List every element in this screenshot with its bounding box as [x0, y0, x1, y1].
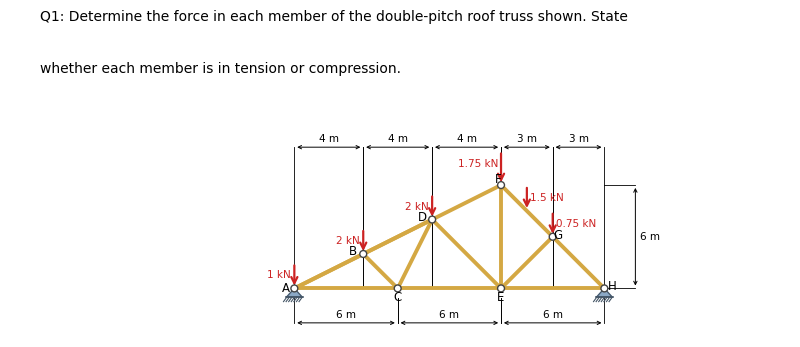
Text: 3 m: 3 m	[569, 134, 589, 144]
Polygon shape	[286, 288, 302, 297]
Text: 3 m: 3 m	[517, 134, 537, 144]
Text: whether each member is in tension or compression.: whether each member is in tension or com…	[40, 62, 401, 76]
Circle shape	[498, 285, 505, 292]
Text: H: H	[608, 280, 617, 293]
Text: B: B	[349, 245, 357, 258]
Text: 6 m: 6 m	[439, 310, 459, 320]
Text: A: A	[282, 282, 290, 295]
Text: 4 m: 4 m	[318, 134, 338, 144]
Text: D: D	[418, 211, 427, 224]
Text: 1 kN: 1 kN	[267, 271, 291, 280]
Circle shape	[291, 285, 298, 292]
Text: 4 m: 4 m	[457, 134, 477, 144]
Circle shape	[394, 285, 401, 292]
Text: 1.5 kN: 1.5 kN	[530, 193, 564, 203]
Circle shape	[601, 285, 608, 292]
Text: 6 m: 6 m	[542, 310, 562, 320]
Text: 2 kN: 2 kN	[406, 202, 429, 212]
Text: 1.75 kN: 1.75 kN	[458, 159, 498, 169]
Text: C: C	[394, 291, 402, 304]
Text: E: E	[498, 291, 505, 304]
Text: G: G	[554, 229, 562, 242]
Circle shape	[360, 251, 366, 257]
Text: 6 m: 6 m	[336, 310, 356, 320]
Text: F: F	[495, 172, 502, 186]
Text: 2 kN: 2 kN	[336, 236, 360, 246]
Text: Q1: Determine the force in each member of the double-pitch roof truss shown. Sta: Q1: Determine the force in each member o…	[40, 10, 628, 24]
Text: 6 m: 6 m	[640, 232, 660, 242]
Circle shape	[550, 233, 556, 240]
Polygon shape	[597, 288, 612, 297]
Text: 0.75 kN: 0.75 kN	[556, 219, 596, 229]
Circle shape	[429, 216, 435, 223]
Text: 4 m: 4 m	[388, 134, 408, 144]
Circle shape	[498, 181, 505, 188]
